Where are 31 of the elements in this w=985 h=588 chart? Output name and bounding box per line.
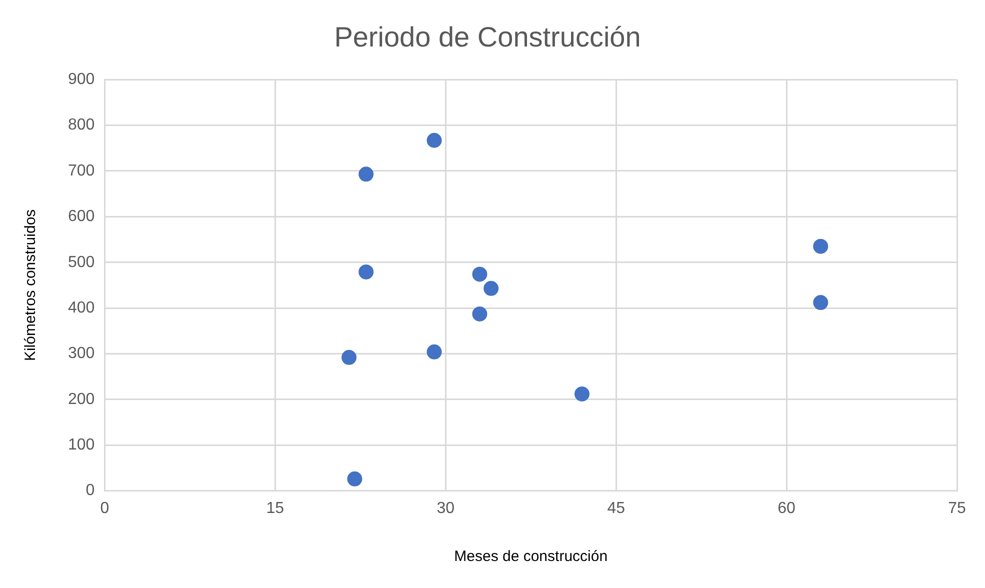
- y-tick-label: 300: [68, 345, 95, 362]
- y-tick-label: 0: [86, 482, 95, 500]
- x-tick-label: 45: [607, 500, 626, 517]
- point: [574, 386, 590, 402]
- x-tick-label: 30: [436, 500, 455, 517]
- point: [813, 295, 828, 310]
- y-tick-label: 400: [68, 299, 95, 316]
- point: [342, 350, 357, 365]
- point: [426, 132, 442, 148]
- y-tick-label: 800: [68, 116, 95, 134]
- point: [358, 264, 374, 280]
- point: [347, 471, 362, 486]
- point: [472, 266, 488, 282]
- x-tick-label: 15: [266, 500, 284, 517]
- y-tick-label: 100: [68, 436, 95, 454]
- point: [358, 166, 374, 182]
- point: [472, 306, 488, 322]
- x-tick-label: 0: [100, 500, 110, 517]
- y-axis-title: Kilómetros construidos: [22, 209, 40, 362]
- y-tick-label: 700: [68, 162, 95, 180]
- x-tick-label: 60: [778, 500, 796, 517]
- x-tick-label: 75: [948, 500, 966, 517]
- point: [426, 344, 442, 360]
- y-tick-label: 200: [68, 390, 95, 408]
- y-tick-label: 600: [68, 208, 95, 226]
- x-axis-title: Meses de construcción: [454, 548, 608, 566]
- chart-title: Periodo de Construcción: [334, 22, 641, 53]
- point: [484, 280, 499, 296]
- y-tick-label: 500: [68, 254, 95, 271]
- y-tick-label: 900: [68, 71, 95, 88]
- point: [813, 238, 828, 254]
